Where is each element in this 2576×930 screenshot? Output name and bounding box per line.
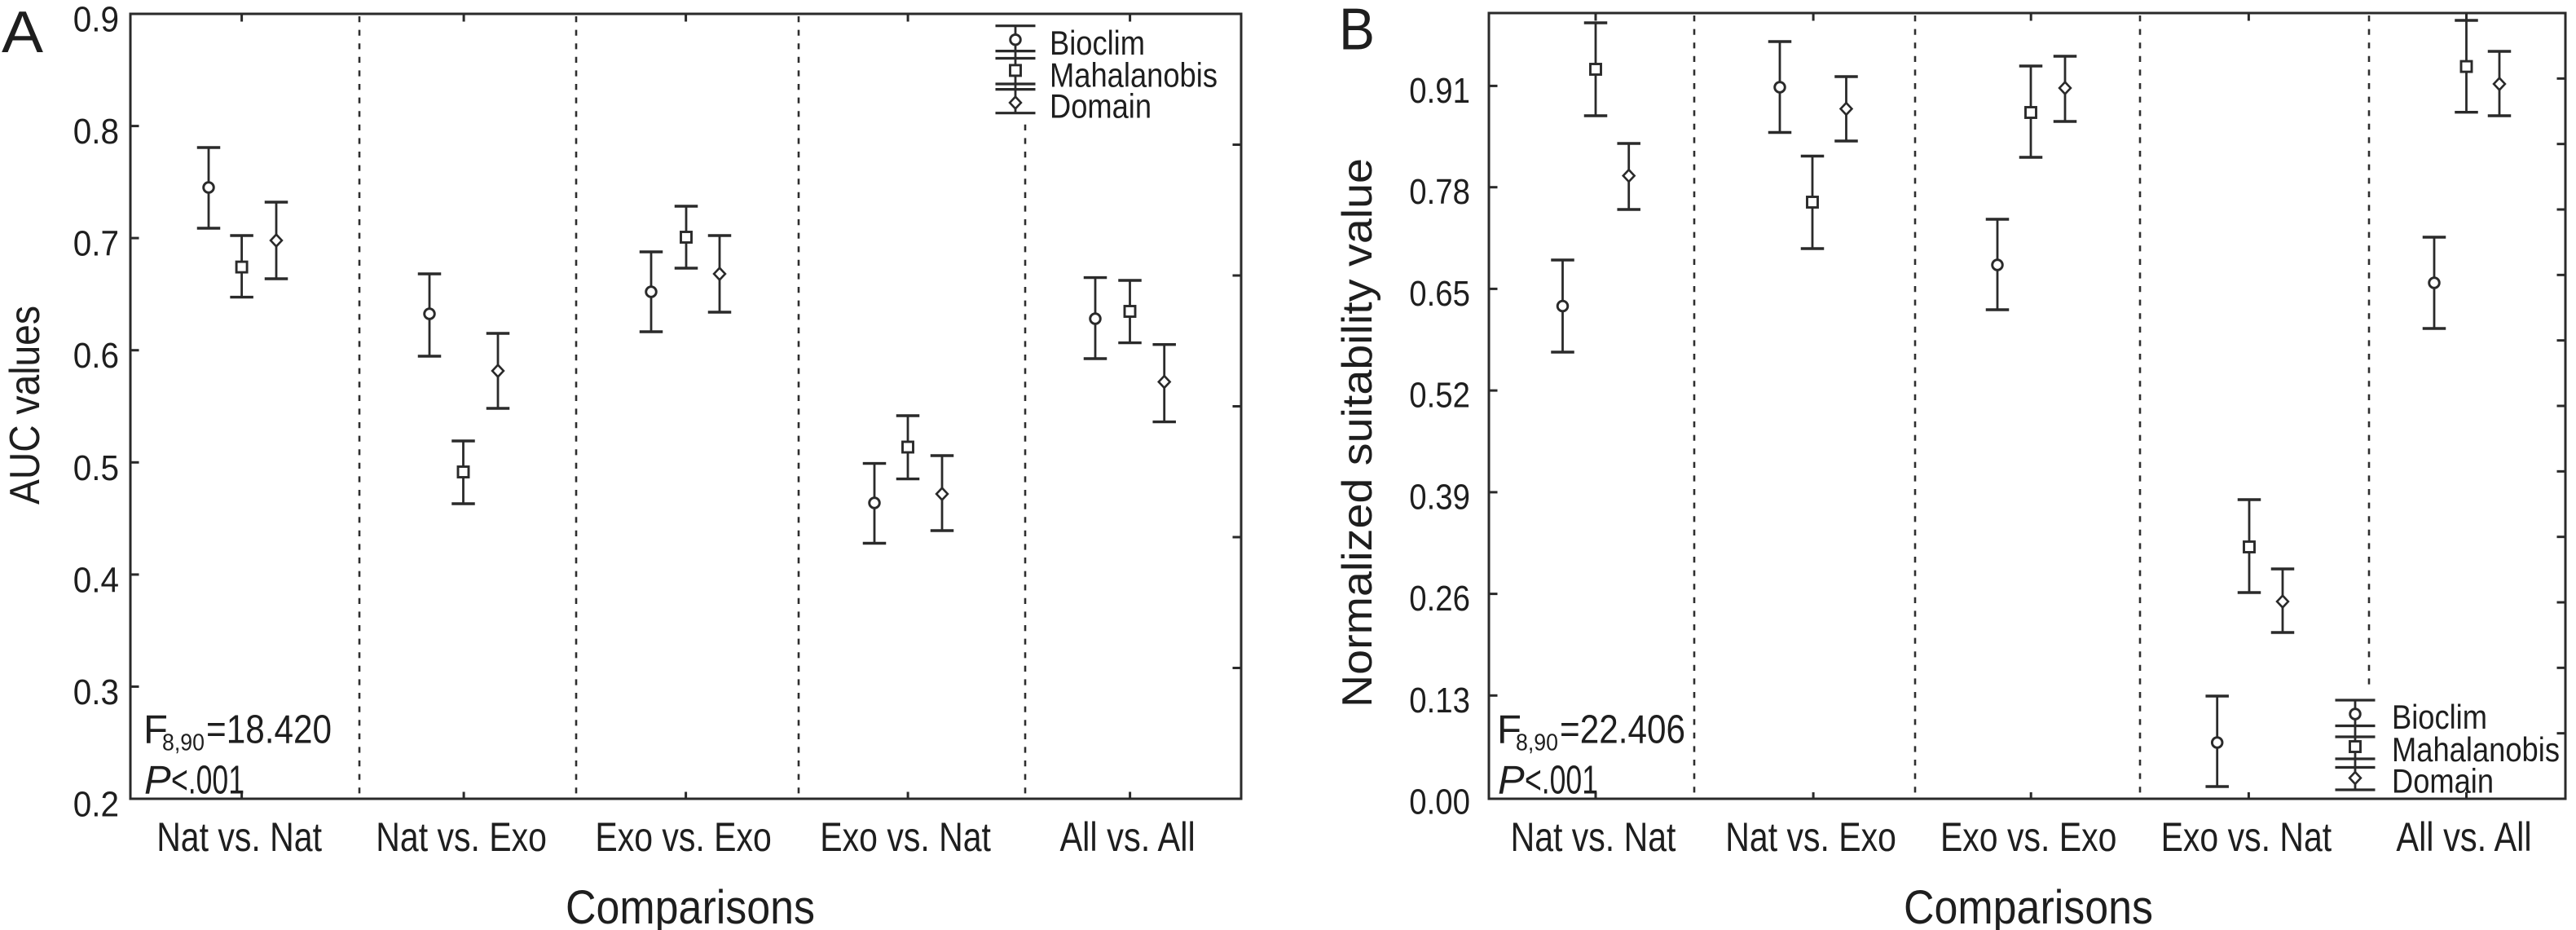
svg-text:Nat vs. Nat: Nat vs. Nat xyxy=(156,813,322,860)
svg-text:Mahalanobis: Mahalanobis xyxy=(2392,730,2560,769)
svg-text:0.78: 0.78 xyxy=(1409,172,1470,212)
svg-text:A: A xyxy=(2,0,43,65)
svg-text:0.91: 0.91 xyxy=(1409,71,1470,111)
svg-text:0.26: 0.26 xyxy=(1409,579,1470,619)
svg-text:0.9: 0.9 xyxy=(73,0,119,40)
svg-text:Exo vs. Nat: Exo vs. Nat xyxy=(820,813,991,860)
svg-text:0.5: 0.5 xyxy=(73,448,119,488)
svg-text:0.8: 0.8 xyxy=(73,112,119,152)
svg-text:All vs. All: All vs. All xyxy=(2396,813,2531,860)
svg-text:Exo vs. Exo: Exo vs. Exo xyxy=(1940,813,2117,860)
svg-text:P: P xyxy=(144,759,171,803)
svg-text:Nat vs. Exo: Nat vs. Exo xyxy=(376,813,547,860)
svg-text:Exo vs. Exo: Exo vs. Exo xyxy=(595,813,772,860)
svg-text:0.00: 0.00 xyxy=(1409,782,1470,822)
svg-text:Domain: Domain xyxy=(1050,87,1151,126)
svg-text:Exo vs. Nat: Exo vs. Nat xyxy=(2161,813,2332,860)
svg-text:0.7: 0.7 xyxy=(73,224,119,264)
svg-text:Bioclim: Bioclim xyxy=(2392,698,2487,736)
svg-text:0.65: 0.65 xyxy=(1409,274,1470,314)
svg-text:Domain: Domain xyxy=(2392,762,2494,800)
svg-text:P: P xyxy=(1498,759,1525,803)
svg-text:8,90: 8,90 xyxy=(1516,730,1558,756)
svg-text:=22.406: =22.406 xyxy=(1560,708,1685,752)
svg-text:AUC values: AUC values xyxy=(2,306,49,505)
svg-text:Bioclim: Bioclim xyxy=(1050,24,1145,62)
svg-text:F: F xyxy=(1497,708,1521,752)
svg-text:Comparisons: Comparisons xyxy=(566,881,815,930)
svg-text:All vs. All: All vs. All xyxy=(1059,813,1195,860)
svg-text:8,90: 8,90 xyxy=(162,730,205,756)
svg-text:F: F xyxy=(143,708,168,752)
svg-text:<.001: <.001 xyxy=(171,759,244,803)
svg-text:Comparisons: Comparisons xyxy=(1904,881,2153,930)
svg-text:0.4: 0.4 xyxy=(73,560,119,600)
svg-text:Mahalanobis: Mahalanobis xyxy=(1050,55,1218,94)
svg-text:<.001: <.001 xyxy=(1525,759,1598,803)
svg-text:B: B xyxy=(1339,0,1375,63)
svg-text:0.52: 0.52 xyxy=(1409,376,1470,416)
svg-text:Nat vs. Nat: Nat vs. Nat xyxy=(1511,813,1676,860)
svg-text:Nat vs. Exo: Nat vs. Exo xyxy=(1725,813,1896,860)
svg-text:0.6: 0.6 xyxy=(73,336,119,376)
svg-text:0.3: 0.3 xyxy=(73,672,119,712)
svg-text:0.2: 0.2 xyxy=(73,785,119,825)
svg-text:Normalized suitability value: Normalized suitability value xyxy=(1334,158,1381,707)
svg-text:0.39: 0.39 xyxy=(1409,477,1470,517)
svg-text:=18.420: =18.420 xyxy=(206,708,332,752)
svg-text:0.13: 0.13 xyxy=(1409,681,1470,721)
